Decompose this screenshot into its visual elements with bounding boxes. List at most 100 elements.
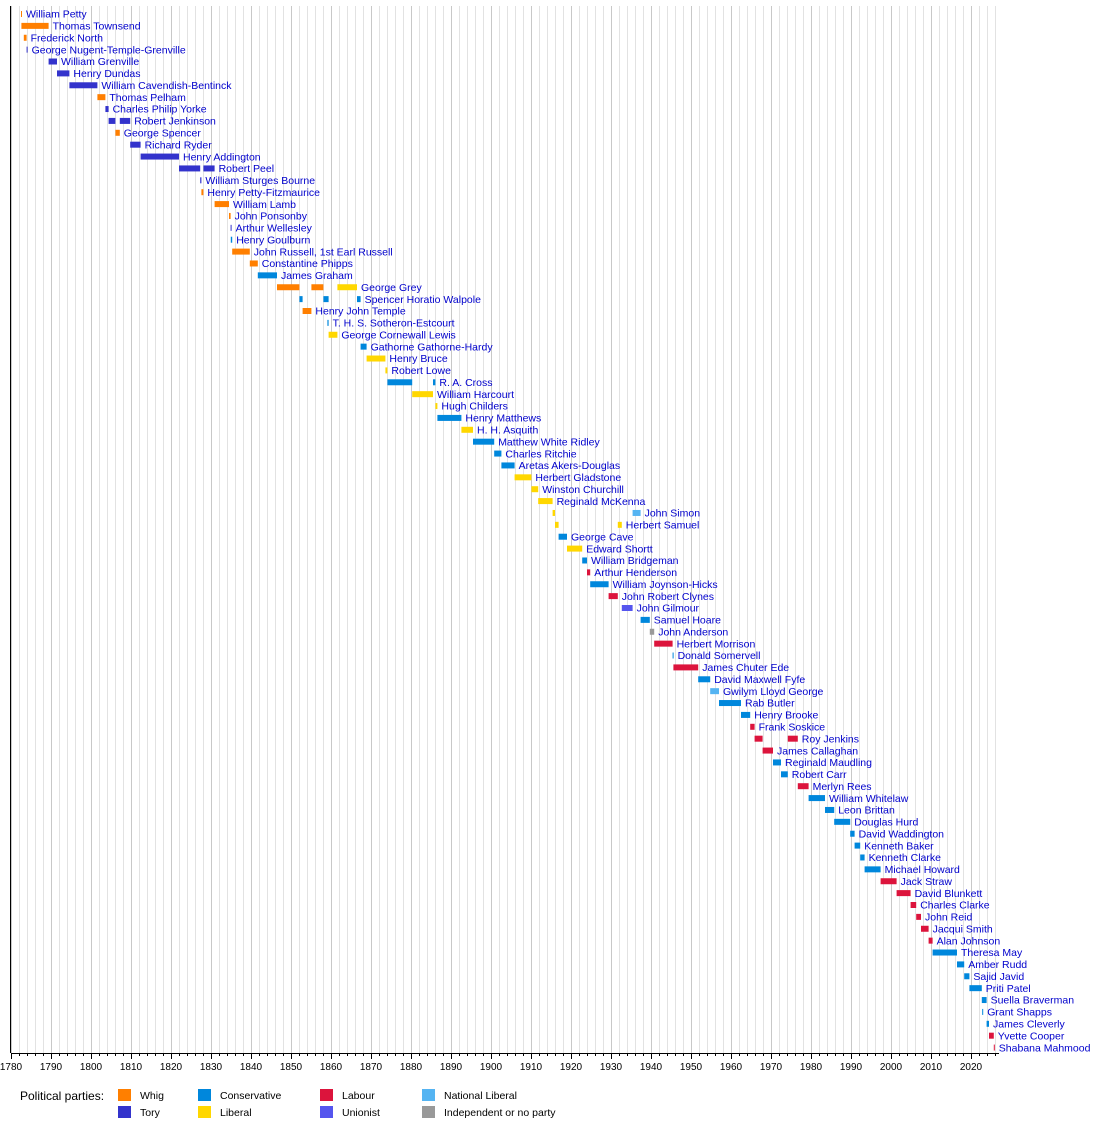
term-bar bbox=[928, 937, 933, 944]
secretary-label: Henry John Temple bbox=[315, 306, 405, 318]
secretary-label: Jacqui Smith bbox=[933, 923, 993, 935]
term-bar bbox=[608, 593, 618, 600]
secretary-label: George Cornewall Lewis bbox=[341, 329, 455, 341]
term-bar bbox=[797, 783, 809, 790]
term-bar bbox=[957, 961, 965, 968]
secretary-label: Donald Somervell bbox=[678, 650, 761, 662]
term-bar bbox=[698, 676, 711, 683]
secretary-label: John Reid bbox=[925, 912, 972, 924]
legend-label: Conservative bbox=[220, 1090, 281, 1102]
term-bar bbox=[558, 533, 567, 540]
x-tick-label: 1830 bbox=[200, 1062, 223, 1073]
term-bar bbox=[514, 474, 532, 481]
legend-swatch bbox=[198, 1106, 211, 1118]
secretary-label: Rab Butler bbox=[745, 698, 795, 710]
term-bar bbox=[854, 842, 861, 849]
x-tick-label: 1910 bbox=[520, 1062, 543, 1073]
secretary-label: Amber Rudd bbox=[968, 959, 1027, 971]
x-tick-label: 1930 bbox=[600, 1062, 623, 1073]
secretary-label: Samuel Hoare bbox=[654, 615, 721, 627]
secretary-label: Leon Brittan bbox=[838, 805, 895, 817]
secretary-label: H. H. Asquith bbox=[477, 425, 538, 437]
term-bar bbox=[567, 545, 583, 552]
x-tick-label: 1810 bbox=[120, 1062, 143, 1073]
term-bar bbox=[435, 403, 438, 410]
secretary-label: R. A. Cross bbox=[439, 377, 492, 389]
secretary-label: Spencer Horatio Walpole bbox=[365, 294, 481, 306]
x-tick-label: 1920 bbox=[560, 1062, 583, 1073]
secretary-label: Gwilym Lloyd George bbox=[723, 686, 824, 698]
legend-label: Liberal bbox=[220, 1107, 252, 1119]
secretary-label: George Nugent-Temple-Grenville bbox=[32, 44, 186, 56]
term-bar bbox=[277, 284, 300, 291]
secretary-label: William Petty bbox=[26, 9, 87, 21]
term-bar bbox=[590, 581, 609, 588]
secretary-label: Sajid Javid bbox=[973, 971, 1024, 983]
secretary-label: William Whitelaw bbox=[829, 793, 909, 805]
term-bar bbox=[654, 640, 673, 647]
x-tick-label: 1970 bbox=[760, 1062, 783, 1073]
term-bar bbox=[179, 165, 201, 172]
x-tick-label: 1940 bbox=[640, 1062, 663, 1073]
x-tick-label: 1990 bbox=[840, 1062, 863, 1073]
secretary-label: William Cavendish-Bentinck bbox=[101, 80, 232, 92]
secretary-label: Herbert Morrison bbox=[677, 638, 756, 650]
legend: Political parties: Whig Tory Conservative Li… bbox=[20, 1089, 556, 1119]
term-bar bbox=[982, 1008, 984, 1015]
term-bar bbox=[214, 201, 229, 208]
x-tick-label: 1900 bbox=[480, 1062, 503, 1073]
term-bar bbox=[501, 462, 515, 469]
secretary-label: T. H. S. Sotheron-Estcourt bbox=[333, 318, 455, 330]
x-tick-label: 1860 bbox=[320, 1062, 343, 1073]
term-bar bbox=[787, 735, 798, 742]
secretary-label: Robert Carr bbox=[792, 769, 847, 781]
term-bar bbox=[200, 177, 202, 184]
secretary-label: John Robert Clynes bbox=[622, 591, 714, 603]
term-bar bbox=[993, 1044, 995, 1051]
term-bar bbox=[762, 747, 773, 754]
secretary-label: Suella Braverman bbox=[991, 995, 1075, 1007]
secretary-label: Charles Ritchie bbox=[505, 448, 576, 460]
term-bar bbox=[461, 426, 473, 433]
term-bar bbox=[385, 367, 388, 374]
legend-title: Political parties: bbox=[20, 1089, 104, 1103]
term-bar bbox=[229, 212, 231, 219]
term-bar bbox=[473, 438, 495, 445]
term-bar bbox=[115, 129, 120, 136]
term-bar bbox=[989, 1032, 994, 1039]
secretary-label: Yvette Cooper bbox=[998, 1030, 1065, 1042]
secretary-label: Kenneth Baker bbox=[864, 840, 934, 852]
secretary-label: William Lamb bbox=[233, 199, 296, 211]
secretary-label: Priti Patel bbox=[986, 983, 1031, 995]
legend-swatch bbox=[118, 1106, 131, 1118]
term-bar bbox=[328, 331, 338, 338]
secretary-label: Winston Churchill bbox=[542, 484, 624, 496]
x-tick-label: 2010 bbox=[920, 1062, 943, 1073]
x-tick-label: 2020 bbox=[960, 1062, 983, 1073]
term-bar bbox=[587, 569, 591, 576]
term-bar bbox=[781, 771, 788, 778]
legend-label: Unionist bbox=[342, 1107, 380, 1119]
secretary-label: Henry Bruce bbox=[389, 353, 448, 365]
legend-swatch bbox=[198, 1089, 211, 1101]
secretary-label: James Callaghan bbox=[777, 745, 858, 757]
secretary-label: Douglas Hurd bbox=[854, 817, 918, 829]
secretary-label: Charles Philip Yorke bbox=[113, 104, 207, 116]
term-bar bbox=[910, 902, 917, 908]
term-bar bbox=[257, 272, 277, 279]
secretary-label: Arthur Wellesley bbox=[236, 223, 313, 235]
term-bar bbox=[327, 319, 329, 326]
secretary-label: Henry Dundas bbox=[73, 68, 140, 80]
term-bar bbox=[108, 117, 116, 124]
secretary-label: William Grenville bbox=[61, 56, 139, 68]
secretary-label: Roy Jenkins bbox=[802, 733, 859, 745]
secretary-label: David Maxwell Fyfe bbox=[714, 674, 805, 686]
secretary-label: Robert Jenkinson bbox=[134, 116, 216, 128]
term-bar bbox=[538, 498, 553, 505]
secretary-label: David Waddington bbox=[859, 828, 945, 840]
term-bar bbox=[140, 153, 179, 160]
term-bar bbox=[130, 141, 141, 148]
term-bar bbox=[433, 379, 436, 386]
x-tick-label: 2000 bbox=[880, 1062, 903, 1073]
